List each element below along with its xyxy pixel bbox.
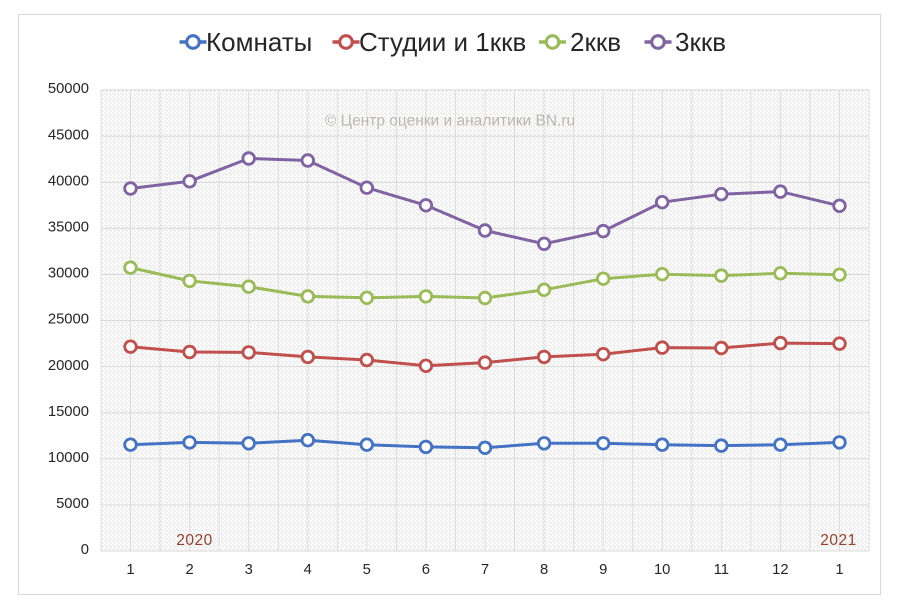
svg-text:11: 11 <box>714 562 729 578</box>
svg-text:1: 1 <box>126 562 134 578</box>
svg-text:30000: 30000 <box>48 266 89 282</box>
svg-text:45000: 45000 <box>48 127 89 143</box>
svg-text:40000: 40000 <box>48 173 89 189</box>
svg-text:12: 12 <box>772 562 788 578</box>
svg-text:7: 7 <box>481 562 489 578</box>
svg-text:5: 5 <box>363 562 371 578</box>
svg-text:3: 3 <box>245 562 253 578</box>
svg-text:© Центр оценки и аналитики BN.: © Центр оценки и аналитики BN.ru <box>325 113 575 130</box>
svg-text:Студии и 1ккв: Студии и 1ккв <box>359 27 526 57</box>
svg-text:20000: 20000 <box>48 358 89 374</box>
svg-text:1: 1 <box>835 562 843 578</box>
svg-text:6: 6 <box>422 562 430 578</box>
svg-text:25000: 25000 <box>48 312 89 328</box>
svg-text:2ккв: 2ккв <box>570 27 621 57</box>
svg-text:2: 2 <box>185 562 193 578</box>
svg-text:10000: 10000 <box>48 450 89 466</box>
svg-text:9: 9 <box>599 562 607 578</box>
svg-text:10: 10 <box>654 562 670 578</box>
svg-text:5000: 5000 <box>56 496 89 512</box>
svg-text:15000: 15000 <box>48 404 89 420</box>
svg-text:Комнаты: Комнаты <box>206 27 312 57</box>
svg-text:2020: 2020 <box>176 532 212 549</box>
svg-text:35000: 35000 <box>48 220 89 236</box>
svg-text:2021: 2021 <box>820 532 856 549</box>
svg-text:3ккв: 3ккв <box>675 27 726 57</box>
svg-text:8: 8 <box>540 562 548 578</box>
svg-text:50000: 50000 <box>48 81 89 97</box>
svg-text:0: 0 <box>81 542 89 558</box>
svg-text:4: 4 <box>304 562 312 578</box>
